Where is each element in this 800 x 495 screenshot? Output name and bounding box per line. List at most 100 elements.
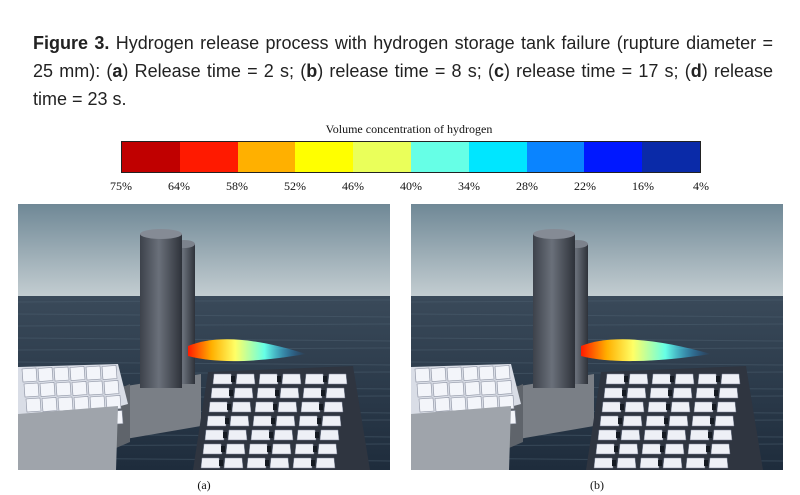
solar-panel (645, 415, 666, 427)
colorbar-tick-label: 28% (516, 179, 538, 193)
wave-line (18, 361, 390, 366)
solar-panel (258, 373, 279, 385)
wave-line (18, 323, 390, 327)
wave-line (18, 337, 390, 342)
deck-gap (275, 390, 279, 396)
caption-letter-d: d (690, 61, 702, 81)
solar-panel (494, 365, 511, 380)
solar-panel (200, 457, 221, 469)
solar-panel (327, 373, 348, 385)
solar-panel (462, 366, 479, 381)
wave-line (411, 299, 783, 303)
deck-gap (221, 446, 225, 452)
tank-front (140, 234, 182, 388)
deck-gap (716, 376, 720, 382)
deck-gap (227, 404, 231, 410)
deck-gap (714, 390, 718, 396)
colorbar-segment (410, 142, 469, 172)
deck-gap (624, 376, 628, 382)
solar-panel (647, 401, 668, 413)
solar-panel (672, 387, 693, 399)
tank-front-top (140, 229, 182, 239)
solar-panel (281, 373, 302, 385)
tank-base (120, 374, 201, 440)
colorbar (121, 141, 701, 173)
panel-b-render (411, 204, 783, 470)
solar-panel (105, 395, 122, 410)
solar-panel (498, 395, 515, 410)
solar-panel (480, 380, 497, 396)
solar-panel (718, 387, 739, 399)
colorbar-tick-label: 52% (284, 179, 306, 193)
solar-panel (246, 457, 267, 469)
solar-panel (624, 401, 645, 413)
solar-panel (708, 457, 729, 469)
solar-panel (601, 401, 622, 413)
colorbar-tick-label: 75% (110, 179, 132, 193)
solar-panel (101, 365, 118, 380)
sky (18, 204, 390, 296)
solar-panel (599, 415, 620, 427)
solar-panel (271, 443, 292, 455)
caption-text-4: ) release time = 17 s; ( (503, 61, 691, 81)
solar-panel (71, 381, 88, 396)
colorbar-segment (122, 142, 180, 172)
left-block (411, 406, 511, 470)
solar-panel (618, 443, 639, 455)
panel-a-scene (18, 204, 390, 470)
solar-panel (720, 373, 741, 385)
solar-panel (275, 415, 296, 427)
solar-panel (23, 382, 40, 398)
solar-panel (206, 415, 227, 427)
solar-panel (478, 365, 495, 381)
wave-line (411, 361, 783, 366)
solar-panel (317, 443, 338, 455)
solar-panel (53, 366, 70, 382)
solar-panel (103, 380, 120, 395)
solar-panel (664, 443, 685, 455)
deck-gap (708, 432, 712, 438)
caption-text-3: ) release time = 8 s; ( (317, 61, 494, 81)
solar-panel (622, 415, 643, 427)
deck-gap (319, 404, 323, 410)
solar-panel (248, 443, 269, 455)
solar-panel (204, 429, 225, 441)
deck-gap (620, 404, 624, 410)
deck-gap (267, 446, 271, 452)
solar-panel (689, 429, 710, 441)
colorbar-segment (468, 142, 527, 172)
solar-panel (651, 373, 672, 385)
deck-gap (315, 432, 319, 438)
solar-panel (25, 397, 42, 413)
solar-panel (712, 429, 733, 441)
solar-panel (87, 380, 104, 396)
deck-gap (622, 390, 626, 396)
solar-panel (39, 382, 56, 397)
solar-panel (252, 415, 273, 427)
tank-front-top (533, 229, 575, 239)
colorbar-segment (295, 142, 354, 172)
solar-panel (695, 387, 716, 399)
solar-panel (450, 396, 467, 412)
deck-gap (710, 418, 714, 424)
panel-a-render (18, 204, 390, 470)
solar-panel (294, 443, 315, 455)
solar-panel (620, 429, 641, 441)
solar-panel (202, 443, 223, 455)
deck-gap (317, 418, 321, 424)
solar-panel (414, 367, 431, 383)
colorbar-tick-label: 64% (168, 179, 190, 193)
deck-gap (614, 446, 618, 452)
caption-letter-a: a (112, 61, 123, 81)
deck-gap (273, 404, 277, 410)
solar-panel (296, 429, 317, 441)
solar-panel (626, 387, 647, 399)
hydrogen-plume (581, 339, 711, 362)
solar-panel (300, 401, 321, 413)
deck-gap (664, 418, 668, 424)
wave-line (411, 323, 783, 327)
solar-panel (321, 415, 342, 427)
wave-line (18, 313, 390, 318)
solar-panel (298, 415, 319, 427)
solar-panel (697, 373, 718, 385)
